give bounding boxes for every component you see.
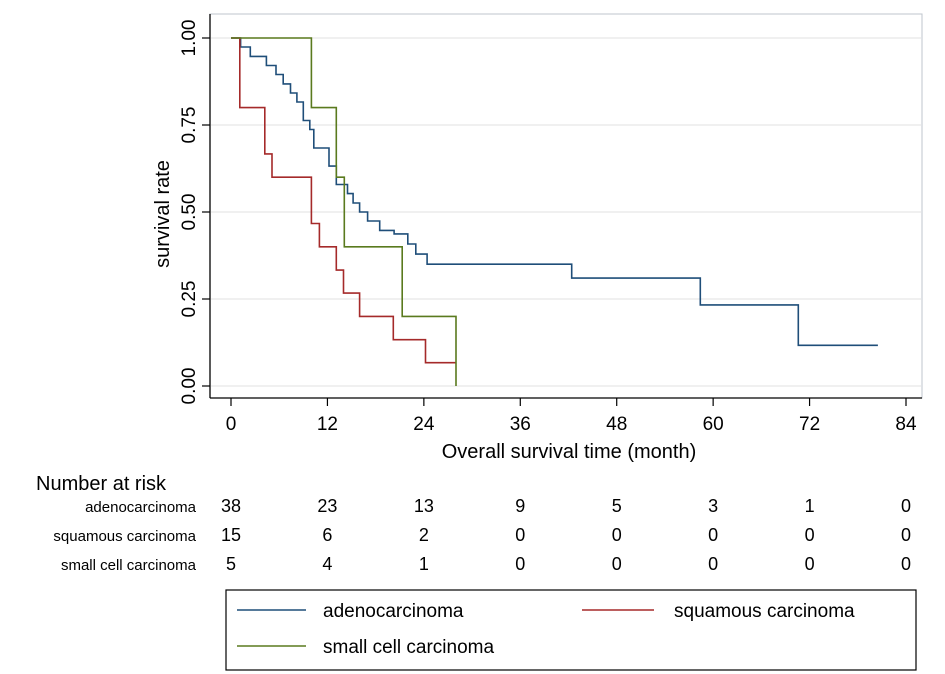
risk-value: 3 — [708, 496, 718, 516]
x-axis-title: Overall survival time (month) — [442, 441, 697, 463]
x-tick-layer: 0 12 24 36 48 60 72 84 — [226, 398, 917, 435]
risk-value: 4 — [322, 554, 332, 574]
x-tick-label-1: 12 — [317, 414, 338, 435]
legend-label-adenocarcinoma: adenocarcinoma — [323, 601, 464, 622]
risk-value: 0 — [708, 554, 718, 574]
risk-value: 0 — [612, 525, 622, 545]
risk-value: 0 — [901, 525, 911, 545]
x-tick-label-6: 72 — [799, 414, 820, 435]
risk-value: 5 — [612, 496, 622, 516]
legend-box — [225, 589, 917, 671]
risk-value: 1 — [805, 496, 815, 516]
x-tick-label-7: 84 — [895, 414, 917, 435]
legend-label-small-cell-carcinoma: small cell carcinoma — [323, 637, 494, 658]
risk-value: 1 — [419, 554, 429, 574]
y-tick-label-4: 1.00 — [179, 20, 200, 57]
plot-area — [209, 13, 923, 399]
y-tick-label-1: 0.25 — [179, 281, 200, 318]
risk-value: 0 — [805, 525, 815, 545]
risk-value: 9 — [515, 496, 525, 516]
x-tick-label-3: 36 — [510, 414, 531, 435]
risk-value: 0 — [901, 496, 911, 516]
risk-value: 0 — [515, 525, 525, 545]
risk-row-name: squamous carcinoma — [53, 528, 196, 545]
risk-value: 0 — [612, 554, 622, 574]
y-tick-label-3: 0.75 — [179, 107, 200, 144]
y-tick-label-0: 0.00 — [179, 368, 200, 405]
y-tick-label-2: 0.50 — [179, 194, 200, 231]
risk-value: 15 — [221, 525, 241, 545]
y-axis-title: survival rate — [152, 160, 174, 268]
risk-value: 0 — [805, 554, 815, 574]
risk-value: 13 — [414, 496, 434, 516]
y-tick-layer: 0.00 0.25 0.50 0.75 1.00 — [179, 20, 210, 405]
legend-label-squamous-carcinoma: squamous carcinoma — [674, 601, 855, 622]
series-line-adenocarcinoma — [231, 37, 878, 347]
risk-value: 23 — [317, 496, 337, 516]
risk-value: 6 — [322, 525, 332, 545]
series-line-squamous-carcinoma — [231, 37, 456, 364]
risk-value: 38 — [221, 496, 241, 516]
risk-table: adenocarcinoma 38 23 13 9 5 3 1 0 squamous carcin… — [53, 496, 911, 574]
risk-value: 0 — [708, 525, 718, 545]
risk-row-name: small cell carcinoma — [61, 557, 197, 574]
risk-table-title: Number at risk — [36, 473, 167, 495]
grid-layer — [211, 37, 921, 387]
x-tick-label-2: 24 — [413, 414, 435, 435]
series-line-small-cell-carcinoma — [231, 37, 457, 386]
risk-value: 0 — [515, 554, 525, 574]
risk-value: 0 — [901, 554, 911, 574]
risk-value: 2 — [419, 525, 429, 545]
x-tick-label-5: 60 — [703, 414, 724, 435]
risk-value: 5 — [226, 554, 236, 574]
x-tick-label-4: 48 — [606, 414, 627, 435]
x-tick-label-0: 0 — [226, 414, 237, 435]
risk-row-name: adenocarcinoma — [85, 499, 197, 516]
legend: adenocarcinoma squamous carcinoma small ce… — [237, 601, 855, 658]
series-layer — [231, 37, 878, 386]
